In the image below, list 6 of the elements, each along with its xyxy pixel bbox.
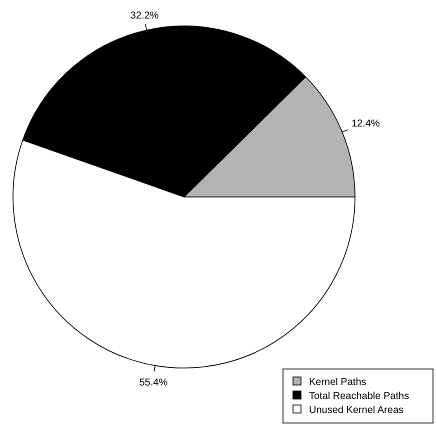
legend-label: Total Reachable Paths xyxy=(309,391,410,402)
legend-label: Kernel Paths xyxy=(309,377,366,388)
data-label: 32.2% xyxy=(130,10,159,22)
data-label: 55.4% xyxy=(139,377,168,388)
legend-label: Unused Kernel Areas xyxy=(309,405,404,416)
data-label: 12.4% xyxy=(351,118,380,130)
